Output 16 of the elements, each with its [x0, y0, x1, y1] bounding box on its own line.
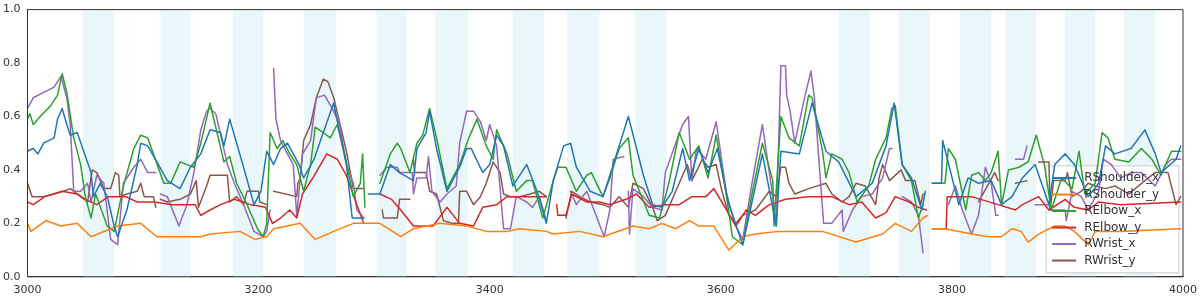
x-tick-label: 3600	[706, 283, 735, 297]
x-tick-label: 3400	[475, 283, 504, 297]
x-tick-label: 3200	[244, 283, 273, 297]
y-tick-label: 0.6	[2, 109, 21, 123]
y-tick-label: 0.4	[2, 162, 21, 176]
y-tick-label: 1.0	[2, 2, 21, 16]
legend-label: RWrist_y	[1084, 252, 1136, 267]
x-tick-label: 4000	[1169, 283, 1197, 297]
y-tick-label: 0.0	[2, 269, 21, 283]
legend-label: RElbow_y	[1084, 219, 1142, 234]
x-tick-label: 3000	[13, 283, 42, 297]
x-tick-label: 3800	[937, 283, 966, 297]
legend-label: RWrist_x	[1084, 236, 1136, 251]
y-tick-label: 0.2	[2, 216, 21, 230]
legend-label: RElbow_x	[1084, 203, 1142, 218]
y-tick-label: 0.8	[2, 55, 21, 69]
